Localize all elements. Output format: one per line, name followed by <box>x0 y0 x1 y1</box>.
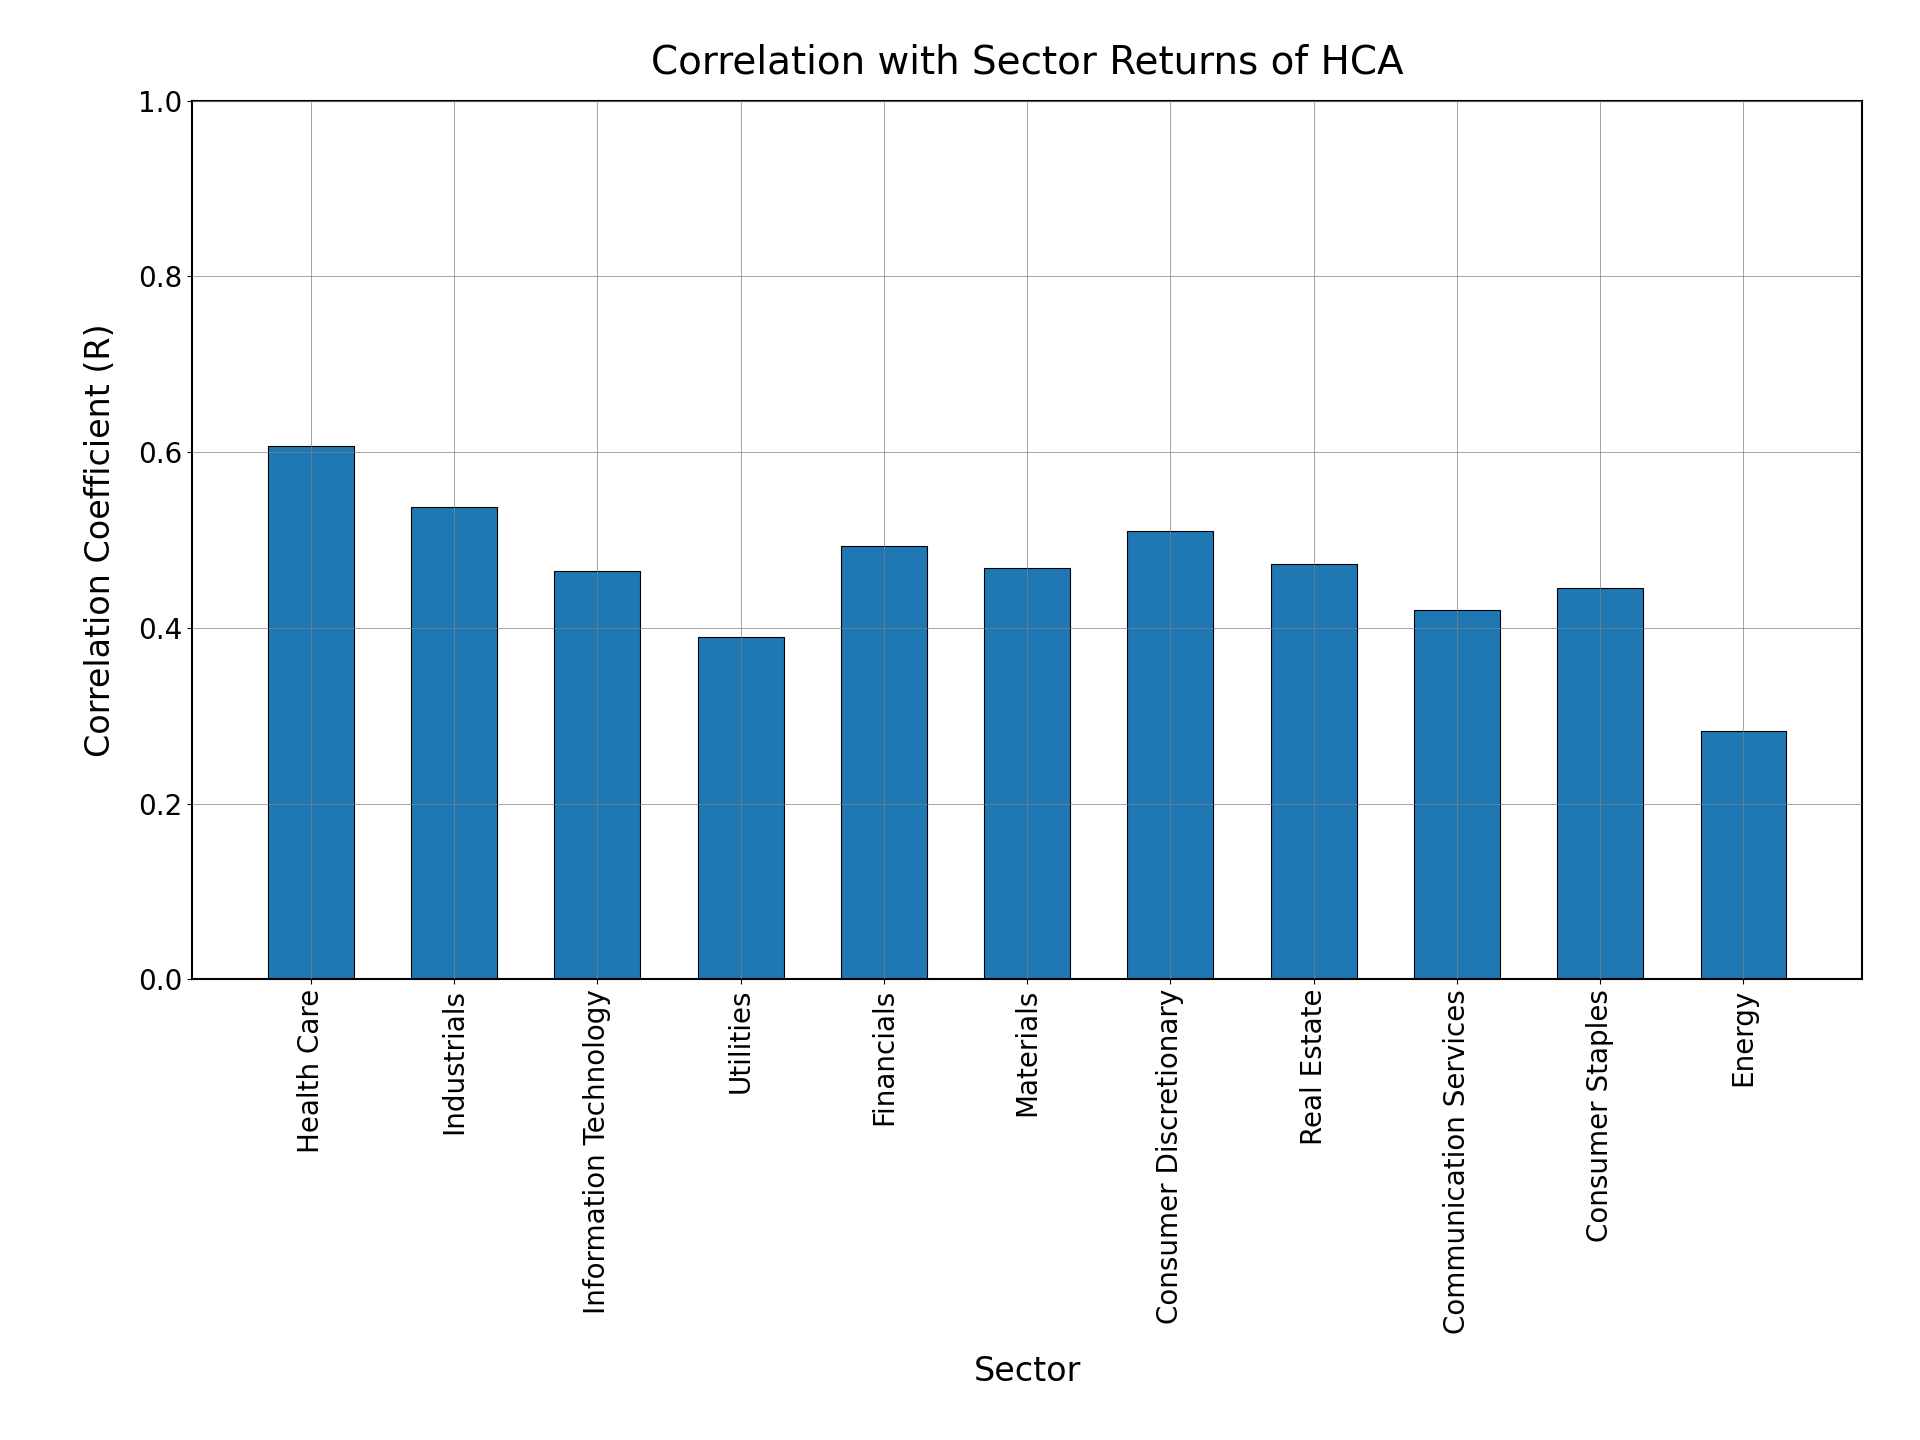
Bar <box>1271 563 1357 979</box>
Bar <box>555 570 641 979</box>
Bar <box>269 446 353 979</box>
Bar <box>1701 730 1786 979</box>
Bar <box>697 636 783 979</box>
Bar <box>1413 611 1500 979</box>
Y-axis label: Correlation Coefficient (R): Correlation Coefficient (R) <box>84 323 117 757</box>
Bar <box>1557 589 1644 979</box>
Bar <box>841 546 927 979</box>
Bar <box>985 569 1069 979</box>
X-axis label: Sector: Sector <box>973 1355 1081 1388</box>
Title: Correlation with Sector Returns of HCA: Correlation with Sector Returns of HCA <box>651 43 1404 81</box>
Bar <box>1127 531 1213 979</box>
Bar <box>411 507 497 979</box>
